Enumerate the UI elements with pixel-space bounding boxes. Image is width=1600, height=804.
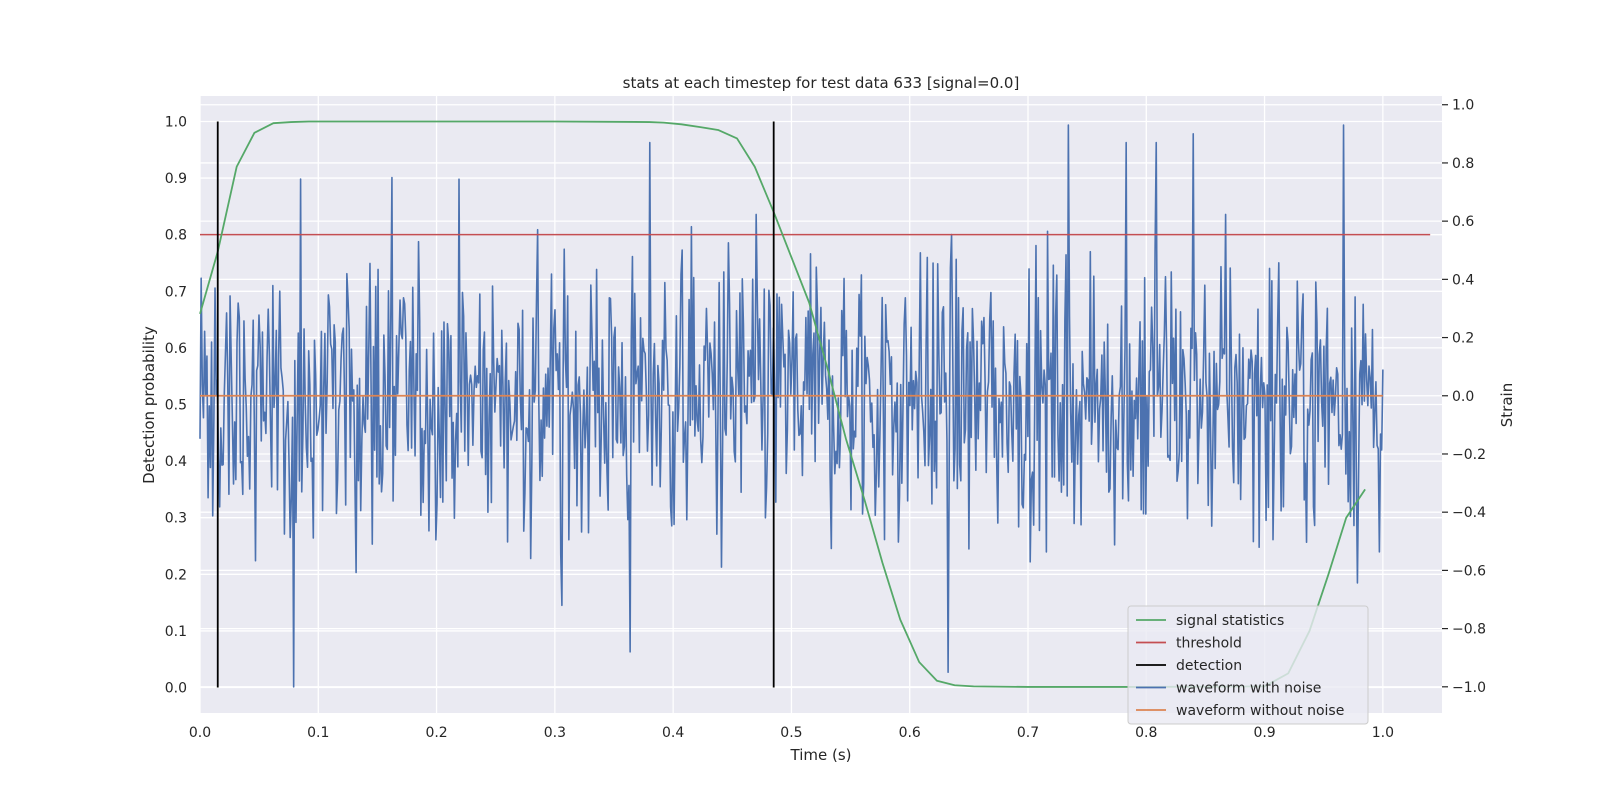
axes: 0.0 0.1 0.2 0.3 0.4 0.5 0.6 0.7 0.8 0.9 1.0 0.0 0.1 0… <box>165 98 1486 741</box>
y-tick-label: 1.0 <box>165 114 187 130</box>
y-tick-label: 0.3 <box>165 511 187 527</box>
y-tick-label: 0.1 <box>165 624 187 640</box>
legend-label: threshold <box>1176 636 1242 652</box>
y2-tick-label: 0.4 <box>1452 272 1474 288</box>
x-tick-label: 0.3 <box>544 725 566 741</box>
x-tick-label: 0.5 <box>780 725 802 741</box>
y-axis-label: Detection probability <box>140 326 158 484</box>
y2-tick-label: 0.8 <box>1452 156 1474 172</box>
x-tick-label: 0.6 <box>899 725 921 741</box>
y2-tick-label: 0.0 <box>1452 389 1474 405</box>
legend-label: waveform with noise <box>1176 681 1321 697</box>
chart-title: stats at each timestep for test data 633… <box>623 74 1020 92</box>
series-layer <box>199 120 1431 688</box>
y-tick-label: 0.4 <box>165 454 187 470</box>
legend-label: detection <box>1176 658 1242 674</box>
x-axis-label: Time (s) <box>790 746 852 764</box>
x-tick-label: 0.0 <box>189 725 211 741</box>
y2-tick-label: 1.0 <box>1452 98 1474 114</box>
y2-tick-label: −0.8 <box>1452 622 1486 638</box>
legend-label: waveform without noise <box>1176 703 1344 719</box>
y-tick-label: 0.7 <box>165 284 187 300</box>
y2-tick-label: 0.2 <box>1452 331 1474 347</box>
y-tick-label: 0.2 <box>165 567 187 583</box>
y-tick-label: 0.5 <box>165 398 187 414</box>
y-tick-label: 0.8 <box>165 228 187 244</box>
legend-box <box>1127 605 1369 725</box>
x-tick-label: 0.2 <box>425 725 447 741</box>
x-tick-label: 0.9 <box>1253 725 1275 741</box>
y2-tick-label: −0.4 <box>1452 505 1486 521</box>
y2-tick-label: 0.6 <box>1452 214 1474 230</box>
y2-tick-label: −1.0 <box>1452 680 1486 696</box>
y-tick-label: 0.9 <box>165 171 187 187</box>
x-tick-label: 1.0 <box>1372 725 1394 741</box>
x-tick-label: 0.4 <box>662 725 684 741</box>
y-tick-label: 0.6 <box>165 341 187 357</box>
y-tick-label: 0.0 <box>165 681 187 697</box>
x-tick-label: 0.7 <box>1017 725 1039 741</box>
y2-tick-label: −0.2 <box>1452 447 1486 463</box>
x-tick-label: 0.1 <box>307 725 329 741</box>
y2-tick-label: −0.6 <box>1452 563 1486 579</box>
series-waveform-with-noise <box>199 124 1384 688</box>
x-tick-label: 0.8 <box>1135 725 1157 741</box>
y2-axis-label: Strain <box>1498 383 1516 427</box>
legend-label: signal statistics <box>1176 613 1284 629</box>
legend: signal statistics threshold detection wavef… <box>1127 605 1369 725</box>
